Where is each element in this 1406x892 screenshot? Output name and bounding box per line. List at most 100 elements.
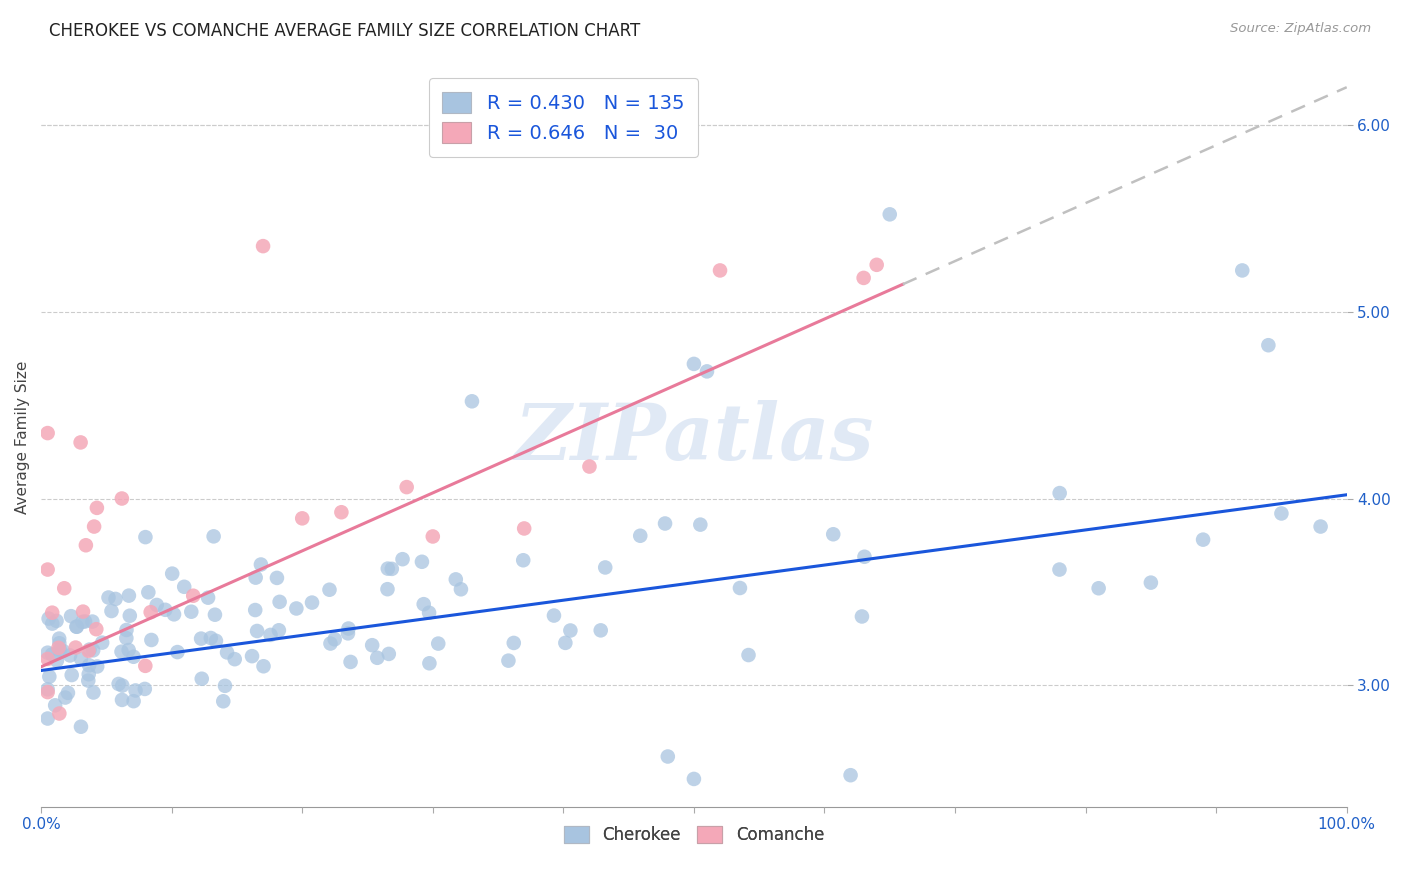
Point <box>77 673 100 688</box>
Point <box>709 263 731 277</box>
Point <box>378 647 401 661</box>
Point <box>554 636 576 650</box>
Point <box>45 654 67 668</box>
Point <box>134 530 156 544</box>
Point <box>301 596 323 610</box>
Point <box>336 626 359 640</box>
Point <box>1270 507 1292 521</box>
Point <box>56 686 79 700</box>
Point <box>65 640 87 655</box>
Point <box>285 601 308 615</box>
Point <box>83 519 105 533</box>
Point <box>160 566 183 581</box>
Point <box>107 677 129 691</box>
Point <box>657 749 679 764</box>
Point <box>245 571 267 585</box>
Point <box>118 608 141 623</box>
Point <box>72 615 94 629</box>
Point <box>69 435 91 450</box>
Legend: Cherokee, Comanche: Cherokee, Comanche <box>557 819 831 850</box>
Point <box>37 563 59 577</box>
Point <box>77 644 100 658</box>
Point <box>444 573 467 587</box>
Point <box>683 357 706 371</box>
Point <box>1257 338 1279 352</box>
Point <box>593 560 616 574</box>
Point <box>73 615 96 629</box>
Point <box>200 631 222 645</box>
Point <box>86 500 108 515</box>
Point <box>823 527 845 541</box>
Point <box>204 607 226 622</box>
Point <box>173 580 195 594</box>
Point <box>512 553 534 567</box>
Point <box>267 624 290 638</box>
Point <box>190 672 212 686</box>
Point <box>70 720 93 734</box>
Point <box>543 608 565 623</box>
Point <box>111 693 134 707</box>
Point <box>1232 263 1254 277</box>
Point <box>115 623 138 637</box>
Point <box>38 611 60 625</box>
Point <box>72 605 94 619</box>
Point <box>37 682 59 697</box>
Point <box>330 505 353 519</box>
Point <box>49 643 72 657</box>
Point <box>139 605 162 619</box>
Point <box>737 648 759 662</box>
Point <box>45 614 67 628</box>
Point <box>422 529 444 543</box>
Point <box>190 632 212 646</box>
Point <box>377 582 399 597</box>
Point <box>197 591 219 605</box>
Point <box>86 659 108 673</box>
Point <box>1049 563 1071 577</box>
Point <box>53 581 76 595</box>
Point <box>250 558 273 572</box>
Point <box>77 667 100 681</box>
Point <box>246 624 269 638</box>
Point <box>427 637 450 651</box>
Point <box>48 706 70 721</box>
Point <box>79 642 101 657</box>
Point <box>418 657 440 671</box>
Point <box>361 638 384 652</box>
Point <box>852 271 875 285</box>
Point <box>180 605 202 619</box>
Point <box>391 552 413 566</box>
Point <box>60 609 83 624</box>
Point <box>181 589 204 603</box>
Point <box>851 609 873 624</box>
Point <box>37 646 59 660</box>
Point <box>1192 533 1215 547</box>
Point <box>166 645 188 659</box>
Point <box>59 648 82 663</box>
Point <box>44 698 66 713</box>
Point <box>60 668 83 682</box>
Point <box>224 652 246 666</box>
Point <box>1087 581 1109 595</box>
Point <box>214 679 236 693</box>
Point <box>215 645 238 659</box>
Point <box>323 632 346 647</box>
Point <box>48 632 70 646</box>
Point <box>118 589 141 603</box>
Point <box>75 538 97 552</box>
Point <box>82 615 104 629</box>
Point <box>377 561 399 575</box>
Point <box>82 643 104 657</box>
Point <box>728 581 751 595</box>
Point <box>366 650 388 665</box>
Point <box>339 655 361 669</box>
Point <box>41 616 63 631</box>
Point <box>38 670 60 684</box>
Point <box>866 258 889 272</box>
Point <box>145 598 167 612</box>
Point <box>111 491 134 506</box>
Point <box>202 529 225 543</box>
Point <box>513 521 536 535</box>
Point <box>381 562 404 576</box>
Point <box>48 636 70 650</box>
Point <box>879 207 901 221</box>
